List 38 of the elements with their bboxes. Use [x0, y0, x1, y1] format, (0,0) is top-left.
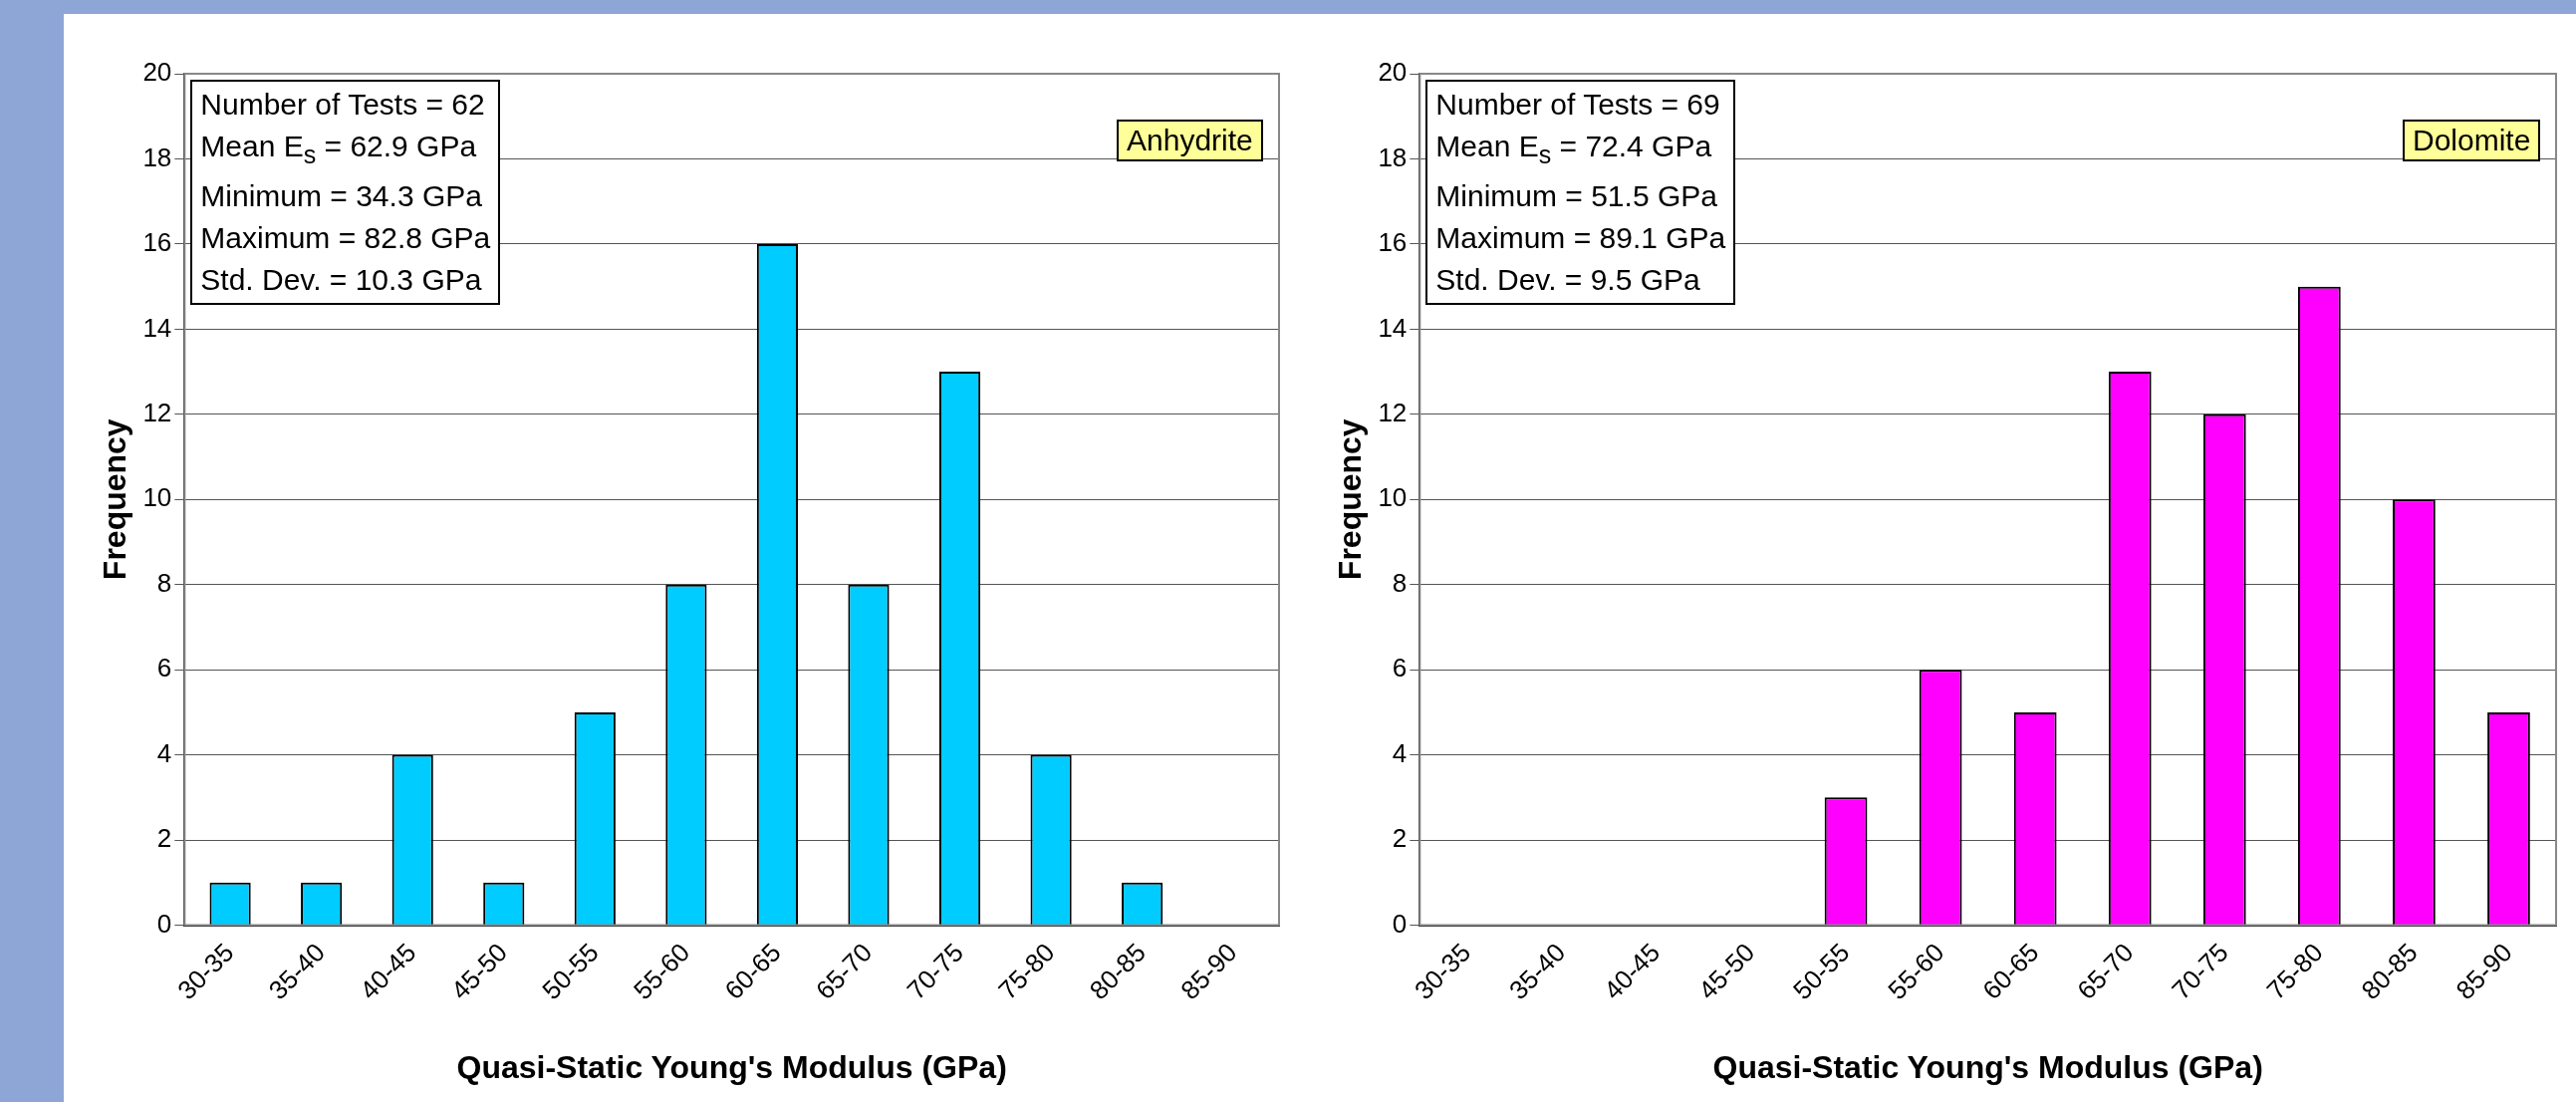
y-axis-title: Frequency	[97, 418, 133, 581]
annotation: Minimum = 34.3 GPa	[200, 178, 483, 214]
annotation: Maximum = 82.8 GPa	[200, 220, 491, 256]
y-tick-label: 16	[1378, 227, 1408, 258]
y-tick-label: 20	[142, 57, 172, 88]
y-tick-label: 4	[156, 737, 172, 768]
y-tick-label: 6	[156, 653, 172, 684]
annotation: Maximum = 89.1 GPa	[1435, 220, 1726, 256]
annotation: Number of Tests = 62	[200, 87, 486, 123]
annotation: Std. Dev. = 10.3 GPa	[200, 262, 483, 298]
text: Dolomite	[2403, 120, 2541, 161]
y-tick-label: 2	[1392, 823, 1408, 854]
y-tick-label: 14	[142, 312, 172, 343]
y-tick-label: 12	[1378, 397, 1408, 427]
annotation: Std. Dev. = 9.5 GPa	[1435, 262, 1701, 298]
y-tick-label: 14	[1378, 312, 1408, 343]
y-tick-label: 20	[1378, 57, 1408, 88]
x-axis-title: Quasi-Static Young's Modulus (GPa)	[456, 1048, 1007, 1085]
annotation: Mean E$_{s}$ = 62.9 GPa	[200, 129, 478, 170]
annotation: Mean E$_{s}$ = 72.4 GPa	[1435, 129, 1713, 170]
y-tick-label: 2	[156, 823, 172, 854]
text: Anhydrite	[1117, 120, 1263, 161]
y-tick-label: 10	[1378, 482, 1408, 513]
x-axis-title: Quasi-Static Young's Modulus (GPa)	[1712, 1048, 2263, 1085]
y-tick-label: 18	[142, 141, 172, 172]
y-axis-title: Frequency	[1332, 418, 1369, 581]
y-tick-label: 0	[156, 908, 172, 939]
y-tick-label: 8	[1392, 567, 1408, 598]
annotation: Minimum = 51.5 GPa	[1435, 178, 1718, 214]
y-tick-label: 0	[1392, 908, 1408, 939]
y-tick-label: 10	[142, 482, 172, 513]
y-tick-label: 12	[142, 397, 172, 427]
y-tick-label: 6	[1392, 653, 1408, 684]
y-tick-label: 4	[1392, 737, 1408, 768]
y-tick-label: 8	[156, 567, 172, 598]
annotation: Number of Tests = 69	[1435, 87, 1721, 123]
y-tick-label: 18	[1378, 141, 1408, 172]
y-tick-label: 16	[142, 227, 172, 258]
